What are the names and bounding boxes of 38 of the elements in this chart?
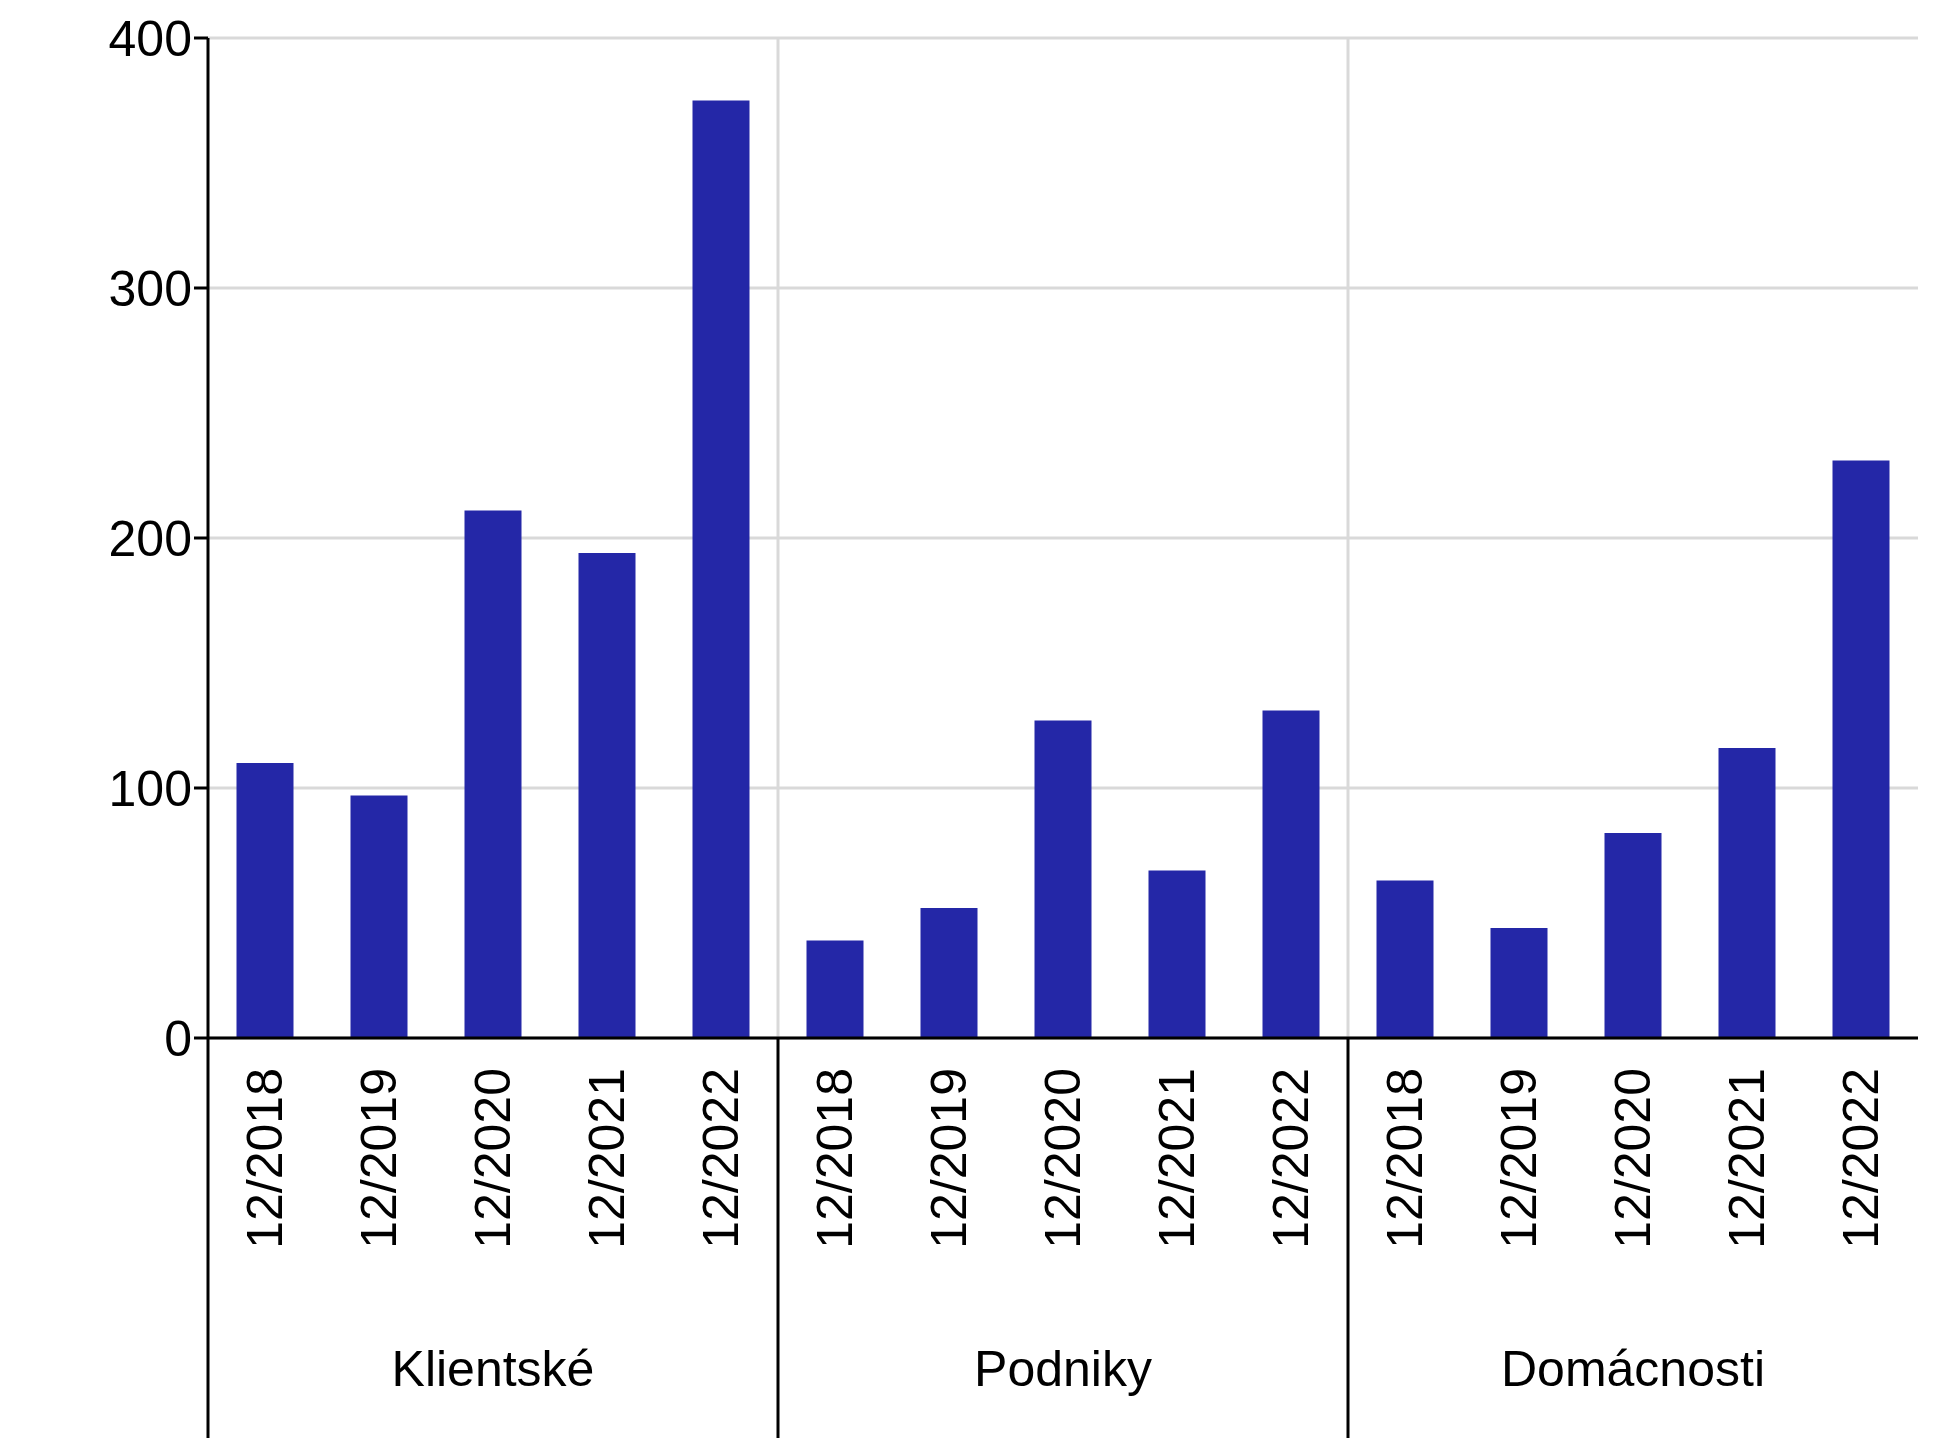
x-tick-label: 12/2020: [1605, 1068, 1661, 1249]
bar: [920, 908, 978, 1038]
bar: [1604, 833, 1662, 1038]
bar: [1490, 928, 1548, 1038]
x-tick-label: 12/2021: [1149, 1068, 1205, 1249]
bar: [578, 553, 636, 1038]
x-tick-label: 12/2019: [921, 1068, 977, 1249]
bar: [1832, 460, 1890, 1038]
x-tick-label: 12/2022: [1833, 1068, 1889, 1249]
x-tick-label: 12/2022: [1263, 1068, 1319, 1249]
bar: [350, 795, 408, 1038]
y-tick-label: 200: [108, 510, 192, 567]
bar: [1262, 710, 1320, 1038]
x-tick-label: 12/2022: [693, 1068, 749, 1249]
x-tick-label: 12/2021: [579, 1068, 635, 1249]
y-tick-label: 400: [108, 10, 192, 67]
text: Klientské: [391, 1341, 595, 1397]
bar: [1034, 720, 1092, 1038]
bar: [464, 510, 522, 1038]
x-tick-label: 12/2021: [1719, 1068, 1775, 1249]
y-tick-label: 0: [164, 1010, 192, 1067]
x-tick-label: 12/2020: [465, 1068, 521, 1249]
bar: [692, 100, 750, 1038]
bar: [236, 763, 294, 1038]
bar: [806, 940, 864, 1038]
x-tick-label: 12/2019: [351, 1068, 407, 1249]
bar: [1148, 870, 1206, 1038]
text: Podniky: [974, 1341, 1152, 1397]
bar: [1376, 880, 1434, 1038]
x-tick-label: 12/2018: [1377, 1068, 1433, 1249]
x-tick-label: 12/2018: [237, 1068, 293, 1249]
x-tick-label: 12/2019: [1491, 1068, 1547, 1249]
text: Domácnosti: [1501, 1341, 1765, 1397]
y-tick-label: 100: [108, 760, 192, 817]
x-tick-label: 12/2018: [807, 1068, 863, 1249]
bar: [1718, 748, 1776, 1038]
y-tick-label: 300: [108, 260, 192, 317]
x-tick-label: 12/2020: [1035, 1068, 1091, 1249]
